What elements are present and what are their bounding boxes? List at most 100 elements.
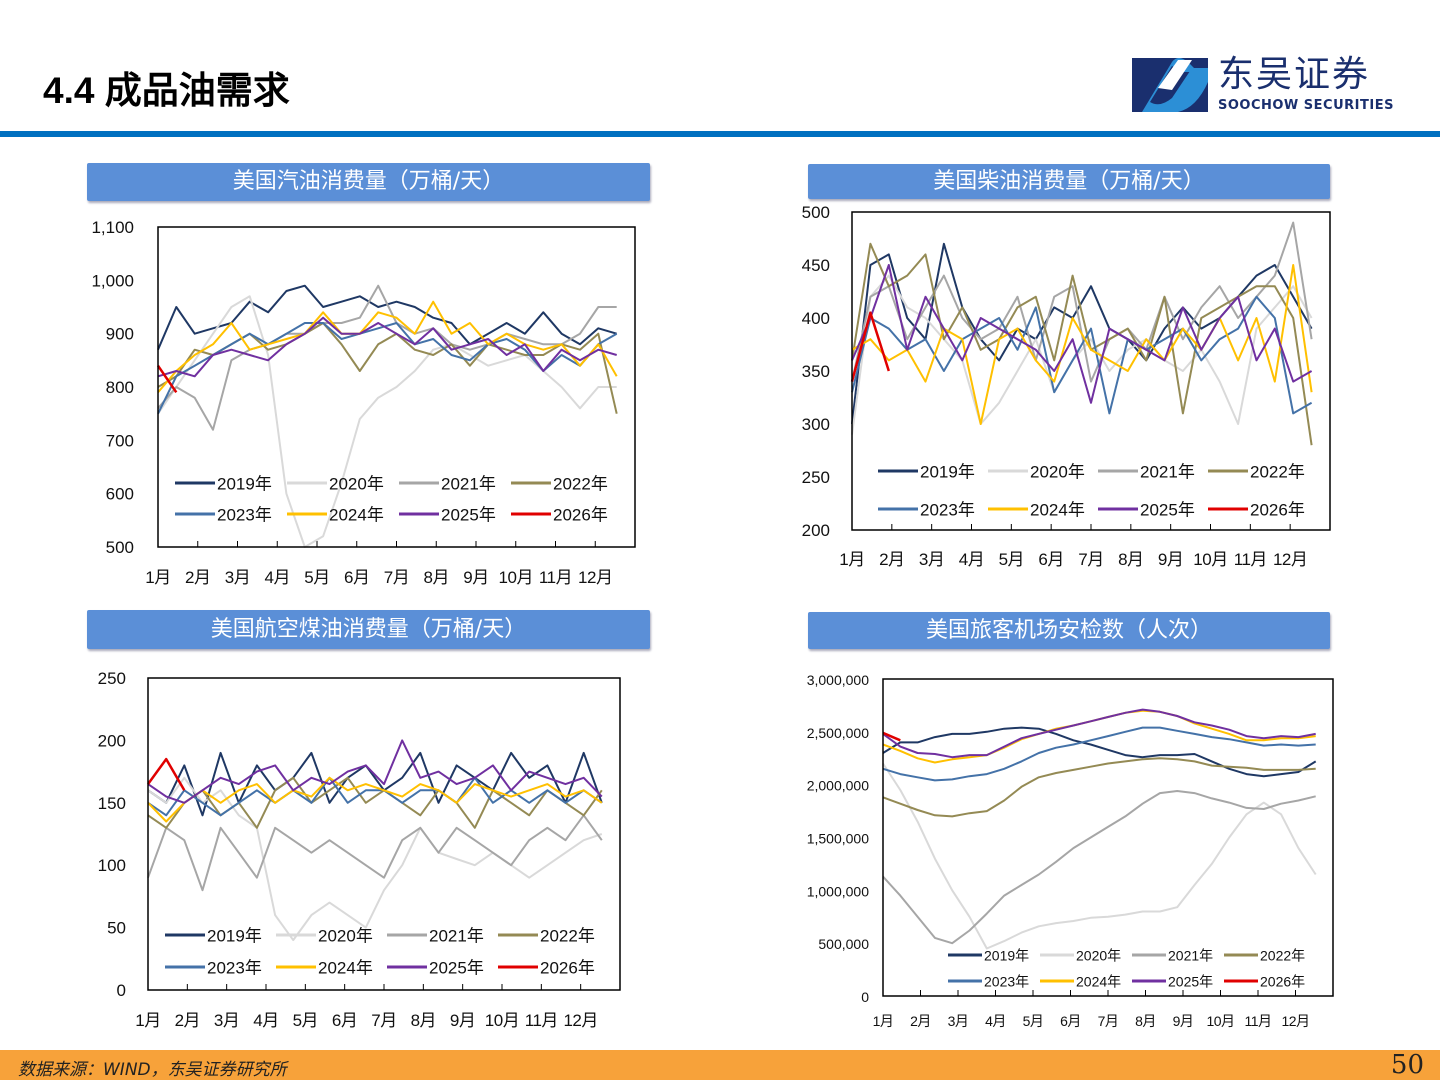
legend-item: 2020年 (276, 926, 373, 945)
x-tick-label: 9月 (450, 1011, 475, 1030)
logo-text-cn: 东吴证券 (1218, 54, 1371, 95)
legend-label: 2023年 (920, 500, 975, 519)
legend-item: 2026年 (498, 958, 595, 977)
series-line-2020 (882, 762, 1317, 950)
legend-label: 2019年 (920, 462, 975, 481)
legend-label: 2023年 (984, 973, 1029, 989)
legend-item: 2022年 (1208, 462, 1305, 481)
y-tick-label: 2,000,000 (807, 778, 869, 794)
series-line-2021 (147, 814, 603, 892)
y-tick-label: 250 (98, 669, 126, 688)
series-line-2026 (156, 364, 178, 394)
chart-title-gasoline: 美国汽油消费量（万桶/天） (87, 163, 650, 201)
y-tick-label: 400 (802, 309, 830, 328)
x-tick-label: 6月 (1038, 550, 1063, 569)
logo-text-en: SOOCHOW SECURITIES (1218, 98, 1394, 113)
legend-label: 2020年 (1030, 462, 1085, 481)
x-tick-label: 12月 (578, 568, 612, 587)
legend-item: 2021年 (387, 926, 484, 945)
x-tick-label: 4月 (253, 1011, 278, 1030)
legend-item: 2025年 (387, 958, 484, 977)
legend-label: 2022年 (1260, 947, 1305, 963)
legend-label: 2020年 (1076, 947, 1121, 963)
series-line-2024 (851, 264, 1313, 425)
legend-item: 2019年 (165, 926, 262, 945)
y-tick-label: 150 (98, 794, 126, 813)
x-tick-label: 3月 (225, 568, 250, 587)
legend-item: 2026年 (1208, 500, 1305, 519)
legend: 2019年 2020年 2021年 2022年 2023年 2024年 2025年 2026年 (175, 474, 608, 524)
x-tick-label: 3月 (214, 1011, 239, 1030)
legend-label: 2021年 (1168, 947, 1213, 963)
legend-label: 2026年 (1260, 973, 1305, 989)
x-tick-label: 2月 (175, 1011, 200, 1030)
legend-item: 2025年 (1098, 500, 1195, 519)
x-tick-label: 9月 (1158, 550, 1183, 569)
page-number: 50 (1390, 1050, 1424, 1080)
legend-label: 2019年 (984, 947, 1029, 963)
x-tick-label: 10月 (485, 1011, 519, 1030)
legend-label: 2026年 (1250, 500, 1305, 519)
legend-item: 2025年 (399, 505, 496, 524)
chart-title-jet-fuel: 美国航空煤油消费量（万桶/天） (87, 610, 650, 649)
y-tick-label: 350 (802, 362, 830, 381)
series-line-2022 (882, 757, 1316, 818)
legend-label: 2025年 (429, 958, 484, 977)
legend-item: 2023年 (165, 958, 262, 977)
chart-jet-fuel: 0 50 100 150 200 250 1月 2月 3月 4月 5月 6月 7月 8月 9月 10月 11月 1… (98, 669, 621, 1030)
legend-label: 2023年 (217, 505, 272, 524)
x-tick-label: 4月 (959, 550, 984, 569)
legend-item: 2022年 (511, 474, 608, 493)
x-tick-label: 10月 (1193, 550, 1227, 569)
x-tick-label: 5月 (1023, 1013, 1044, 1029)
y-tick-label: 800 (106, 378, 134, 397)
y-tick-label: 250 (802, 468, 830, 487)
x-tick-label: 9月 (1173, 1013, 1194, 1029)
legend-item: 2019年 (948, 947, 1029, 963)
legend: 2019年 2020年 2021年 2022年 2023年 2024年 2025年 2026年 (165, 926, 595, 977)
x-tick-label: 8月 (424, 568, 449, 587)
series-line-2022 (147, 776, 603, 829)
legend-label: 2021年 (429, 926, 484, 945)
series-line-2025 (157, 316, 617, 378)
chart-title-airport-screening: 美国旅客机场安检数（人次） (808, 612, 1330, 649)
series-line-2026 (850, 311, 890, 382)
x-tick-label: 8月 (411, 1011, 436, 1030)
legend-item: 2022年 (1224, 947, 1305, 963)
legend-label: 2021年 (441, 474, 496, 493)
legend: 2019年 2020年 2021年 2022年 2023年 2024年 2025年 2026年 (948, 947, 1305, 989)
page-title: 4.4 成品油需求 (43, 70, 290, 111)
y-tick-label: 3,000,000 (807, 672, 869, 688)
x-tick-label: 10月 (499, 568, 533, 587)
logo-mark-icon (1132, 58, 1208, 112)
y-tick-label: 1,500,000 (807, 831, 869, 847)
y-tick-label: 0 (117, 981, 126, 1000)
legend-item: 2022年 (498, 926, 595, 945)
y-tick-label: 500 (802, 203, 830, 222)
plot-frame (882, 678, 1334, 997)
x-tick-label: 1月 (873, 1013, 894, 1029)
x-tick-label: 11月 (539, 568, 572, 587)
chart-diesel: 200 250 300 350 400 450 500 1月 2月 3月 4月 5月 6月 7月 8月 9月 1… (802, 203, 1331, 569)
series-line-2020 (851, 274, 1313, 435)
series-line-2024 (147, 776, 603, 823)
x-tick-label: 12月 (1273, 550, 1307, 569)
series-line-2025 (882, 708, 1316, 759)
x-tick-label: 1月 (145, 568, 170, 587)
legend-item: 2026年 (511, 505, 608, 524)
legend-item: 2024年 (276, 958, 373, 977)
series-line-2020 (147, 776, 603, 942)
y-tick-label: 100 (98, 856, 126, 875)
legend-item: 2023年 (948, 973, 1029, 989)
y-tick-label: 600 (106, 485, 134, 504)
legend-item: 2026年 (1224, 973, 1305, 989)
x-tick-label: 10月 (1206, 1013, 1234, 1029)
y-tick-label: 1,000,000 (807, 883, 869, 899)
series-line-2019 (882, 726, 1317, 778)
series-line-2025 (851, 264, 1313, 404)
series-line-2021 (157, 284, 617, 431)
x-tick-label: 11月 (1244, 1013, 1271, 1029)
series-line-2022 (157, 322, 618, 414)
x-tick-label: 4月 (265, 568, 290, 587)
